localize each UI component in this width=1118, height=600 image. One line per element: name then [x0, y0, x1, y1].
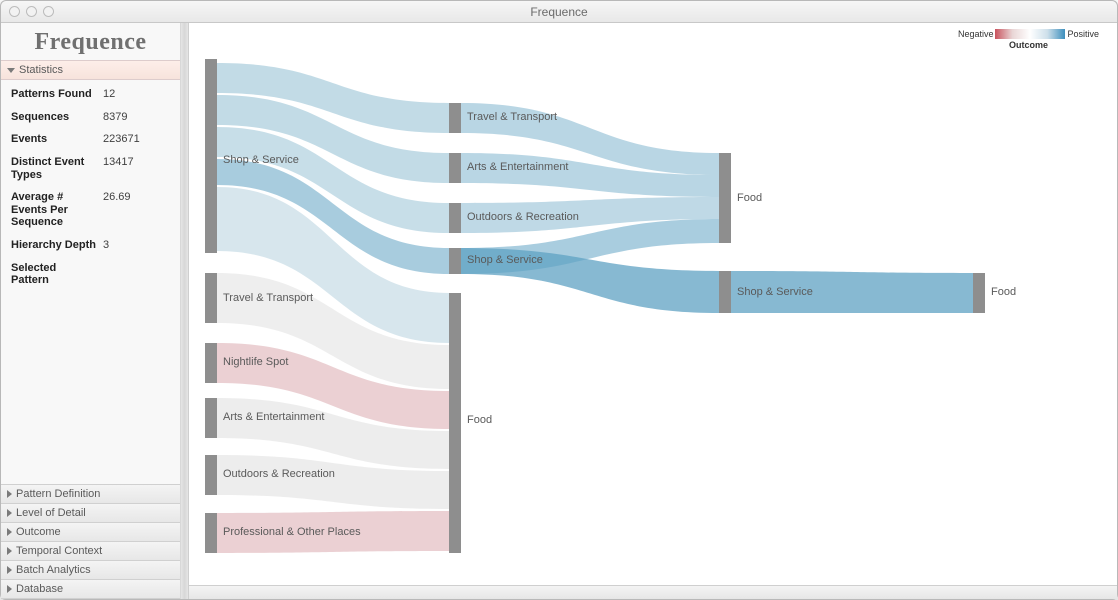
- stat-row: Events 223671: [11, 133, 170, 146]
- stat-value: 12: [103, 88, 115, 100]
- stat-label: Distinct Event Types: [11, 156, 97, 181]
- panel-collapsed-label: Level of Detail: [16, 507, 86, 519]
- chevron-right-icon: [7, 528, 12, 536]
- sankey-node-label: Outdoors & Recreation: [223, 468, 335, 480]
- statistics-panel: Patterns Found 12 Sequences 8379 Events 22367…: [1, 80, 180, 303]
- stat-value: 3: [103, 239, 109, 251]
- stat-row: Selected Pattern: [11, 262, 170, 287]
- sankey-node-label: Professional & Other Places: [223, 526, 361, 538]
- app-logo: Frequence: [1, 23, 180, 60]
- stat-value: 223671: [103, 133, 140, 145]
- sankey-node[interactable]: [449, 103, 461, 133]
- panel-statistics-header[interactable]: Statistics: [1, 60, 180, 80]
- panel-statistics-label: Statistics: [19, 64, 63, 76]
- sankey-node-label: Travel & Transport: [467, 111, 557, 123]
- sankey-node[interactable]: [205, 513, 217, 553]
- panel-collapsed-label: Outcome: [16, 526, 61, 538]
- stat-label: Hierarchy Depth: [11, 239, 97, 252]
- sankey-node-label: Outdoors & Recreation: [467, 211, 579, 223]
- stat-value: 8379: [103, 111, 127, 123]
- window-title: Frequence: [1, 5, 1117, 19]
- panel-collapsed[interactable]: Temporal Context: [1, 541, 180, 560]
- panel-collapsed-label: Database: [16, 583, 63, 595]
- sankey-node[interactable]: [449, 248, 461, 274]
- collapsed-panels: Pattern Definition Level of Detail Outcome…: [1, 484, 180, 599]
- sankey-canvas: Negative Positive Outcome Shop & Service…: [189, 23, 1117, 585]
- sankey-node[interactable]: [449, 153, 461, 183]
- sankey-node[interactable]: [205, 59, 217, 253]
- sankey-node-label: Food: [467, 414, 492, 426]
- stat-label: Average # Events Per Sequence: [11, 191, 97, 229]
- sankey-node-label: Shop & Service: [737, 286, 813, 298]
- sankey-node-label: Arts & Entertainment: [223, 411, 325, 423]
- chevron-right-icon: [7, 566, 12, 574]
- sankey-node-label: Shop & Service: [223, 154, 299, 166]
- sankey-node[interactable]: [205, 343, 217, 383]
- stat-label: Patterns Found: [11, 88, 97, 101]
- sidebar-spacer: [1, 303, 180, 484]
- stat-row: Distinct Event Types 13417: [11, 156, 170, 181]
- main-canvas: Negative Positive Outcome Shop & Service…: [189, 23, 1117, 599]
- sankey-node-label: Shop & Service: [467, 254, 543, 266]
- sankey-node[interactable]: [449, 293, 461, 553]
- panel-collapsed[interactable]: Batch Analytics: [1, 560, 180, 579]
- sankey-diagram: Shop & Service Travel & Transport Nightlif…: [189, 23, 1109, 585]
- sidebar: Frequence Statistics Patterns Found 12 Seq…: [1, 23, 181, 599]
- stat-label: Sequences: [11, 111, 97, 124]
- panel-collapsed-label: Pattern Definition: [16, 488, 100, 500]
- panel-collapsed[interactable]: Outcome: [1, 522, 180, 541]
- sankey-node[interactable]: [205, 398, 217, 438]
- sankey-node[interactable]: [973, 273, 985, 313]
- stat-value: 13417: [103, 156, 134, 168]
- panel-collapsed[interactable]: Pattern Definition: [1, 484, 180, 503]
- sankey-node-label: Food: [991, 286, 1016, 298]
- chevron-right-icon: [7, 490, 12, 498]
- stat-row: Sequences 8379: [11, 111, 170, 124]
- panel-collapsed[interactable]: Database: [1, 579, 180, 599]
- stat-label: Events: [11, 133, 97, 146]
- sankey-node-label: Travel & Transport: [223, 292, 313, 304]
- titlebar: Frequence: [1, 1, 1117, 23]
- panel-collapsed-label: Temporal Context: [16, 545, 102, 557]
- sankey-node-label: Arts & Entertainment: [467, 161, 569, 173]
- chevron-right-icon: [7, 585, 12, 593]
- vertical-splitter[interactable]: [181, 23, 189, 599]
- sankey-node[interactable]: [719, 153, 731, 243]
- sankey-node-label: Nightlife Spot: [223, 356, 288, 368]
- content: Frequence Statistics Patterns Found 12 Seq…: [1, 23, 1117, 599]
- sankey-node[interactable]: [205, 455, 217, 495]
- chevron-right-icon: [7, 509, 12, 517]
- panel-collapsed-label: Batch Analytics: [16, 564, 91, 576]
- stat-value: 26.69: [103, 191, 131, 203]
- panel-collapsed[interactable]: Level of Detail: [1, 503, 180, 522]
- sankey-node[interactable]: [719, 271, 731, 313]
- chevron-right-icon: [7, 547, 12, 555]
- sankey-node-label: Food: [737, 192, 762, 204]
- stat-row: Average # Events Per Sequence 26.69: [11, 191, 170, 229]
- sankey-node[interactable]: [449, 203, 461, 233]
- stat-row: Patterns Found 12: [11, 88, 170, 101]
- sankey-node[interactable]: [205, 273, 217, 323]
- horizontal-scrollbar[interactable]: [189, 585, 1117, 599]
- stat-label: Selected Pattern: [11, 262, 97, 287]
- app-window: Frequence Frequence Statistics Patterns …: [0, 0, 1118, 600]
- chevron-down-icon: [7, 68, 15, 73]
- stat-row: Hierarchy Depth 3: [11, 239, 170, 252]
